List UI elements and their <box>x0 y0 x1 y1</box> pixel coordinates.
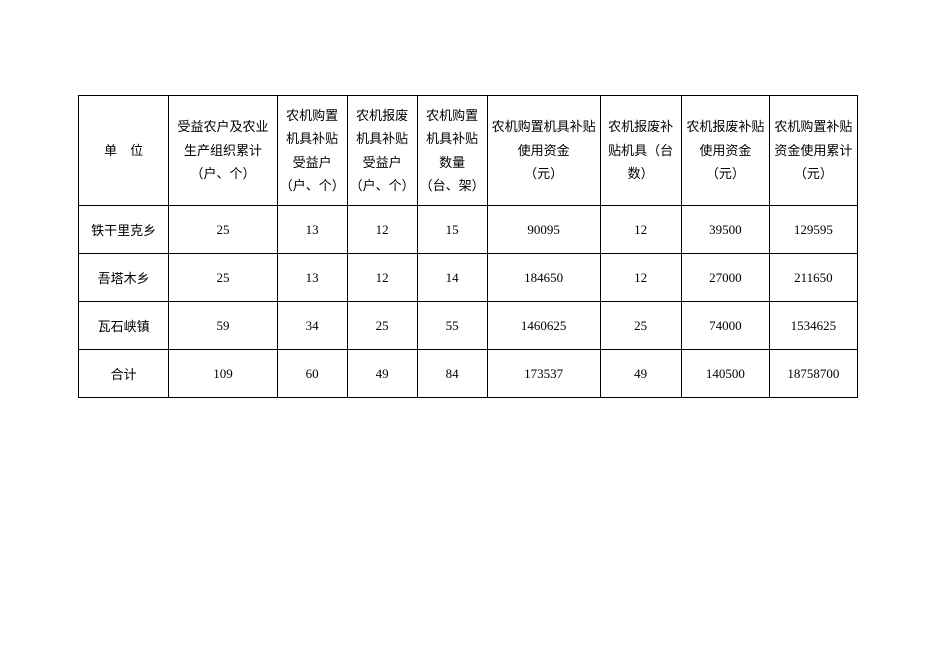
table-row: 铁干里克乡25131215900951239500129595 <box>79 206 858 254</box>
cell-unit: 瓦石峡镇 <box>79 302 169 350</box>
cell-purchase_qty: 84 <box>417 350 487 398</box>
cell-beneficiary: 109 <box>169 350 277 398</box>
cell-scrap_hh: 49 <box>347 350 417 398</box>
cell-total_fund: 18758700 <box>769 350 857 398</box>
col-header-scrap_fund: 农机报废补贴使用资金（元） <box>681 96 769 206</box>
col-header-scrap_qty: 农机报废补贴机具（台数） <box>600 96 681 206</box>
col-header-purchase_qty: 农机购置机具补贴数量（台、架） <box>417 96 487 206</box>
cell-unit: 合计 <box>79 350 169 398</box>
col-header-beneficiary: 受益农户及农业生产组织累计（户、个） <box>169 96 277 206</box>
cell-purchase_fund: 1460625 <box>487 302 600 350</box>
col-header-total_fund: 农机购置补贴资金使用累计（元） <box>769 96 857 206</box>
cell-beneficiary: 25 <box>169 254 277 302</box>
col-header-scrap_hh: 农机报废机具补贴受益户（户、个） <box>347 96 417 206</box>
cell-beneficiary: 25 <box>169 206 277 254</box>
table-header: 单 位受益农户及农业生产组织累计（户、个）农机购置机具补贴受益户（户、个）农机报… <box>79 96 858 206</box>
cell-scrap_qty: 12 <box>600 206 681 254</box>
table-body: 铁干里克乡25131215900951239500129595吾塔木乡25131… <box>79 206 858 398</box>
cell-purchase_fund: 173537 <box>487 350 600 398</box>
cell-purchase_qty: 15 <box>417 206 487 254</box>
cell-purchase_hh: 13 <box>277 254 347 302</box>
cell-purchase_fund: 184650 <box>487 254 600 302</box>
col-header-purchase_fund: 农机购置机具补贴使用资金（元） <box>487 96 600 206</box>
cell-purchase_hh: 34 <box>277 302 347 350</box>
cell-scrap_qty: 25 <box>600 302 681 350</box>
cell-beneficiary: 59 <box>169 302 277 350</box>
subsidy-table: 单 位受益农户及农业生产组织累计（户、个）农机购置机具补贴受益户（户、个）农机报… <box>78 95 858 398</box>
cell-scrap_fund: 27000 <box>681 254 769 302</box>
cell-scrap_fund: 39500 <box>681 206 769 254</box>
cell-scrap_qty: 49 <box>600 350 681 398</box>
cell-scrap_fund: 140500 <box>681 350 769 398</box>
cell-purchase_hh: 13 <box>277 206 347 254</box>
cell-purchase_fund: 90095 <box>487 206 600 254</box>
cell-unit: 铁干里克乡 <box>79 206 169 254</box>
cell-purchase_hh: 60 <box>277 350 347 398</box>
cell-scrap_qty: 12 <box>600 254 681 302</box>
cell-total_fund: 211650 <box>769 254 857 302</box>
cell-scrap_hh: 12 <box>347 206 417 254</box>
cell-purchase_qty: 55 <box>417 302 487 350</box>
cell-total_fund: 1534625 <box>769 302 857 350</box>
table-row: 合计1096049841735374914050018758700 <box>79 350 858 398</box>
cell-scrap_fund: 74000 <box>681 302 769 350</box>
table-row: 吾塔木乡251312141846501227000211650 <box>79 254 858 302</box>
col-header-unit: 单 位 <box>79 96 169 206</box>
col-header-purchase_hh: 农机购置机具补贴受益户（户、个） <box>277 96 347 206</box>
header-row: 单 位受益农户及农业生产组织累计（户、个）农机购置机具补贴受益户（户、个）农机报… <box>79 96 858 206</box>
cell-unit: 吾塔木乡 <box>79 254 169 302</box>
cell-total_fund: 129595 <box>769 206 857 254</box>
table-row: 瓦石峡镇59342555146062525740001534625 <box>79 302 858 350</box>
cell-purchase_qty: 14 <box>417 254 487 302</box>
cell-scrap_hh: 12 <box>347 254 417 302</box>
cell-scrap_hh: 25 <box>347 302 417 350</box>
